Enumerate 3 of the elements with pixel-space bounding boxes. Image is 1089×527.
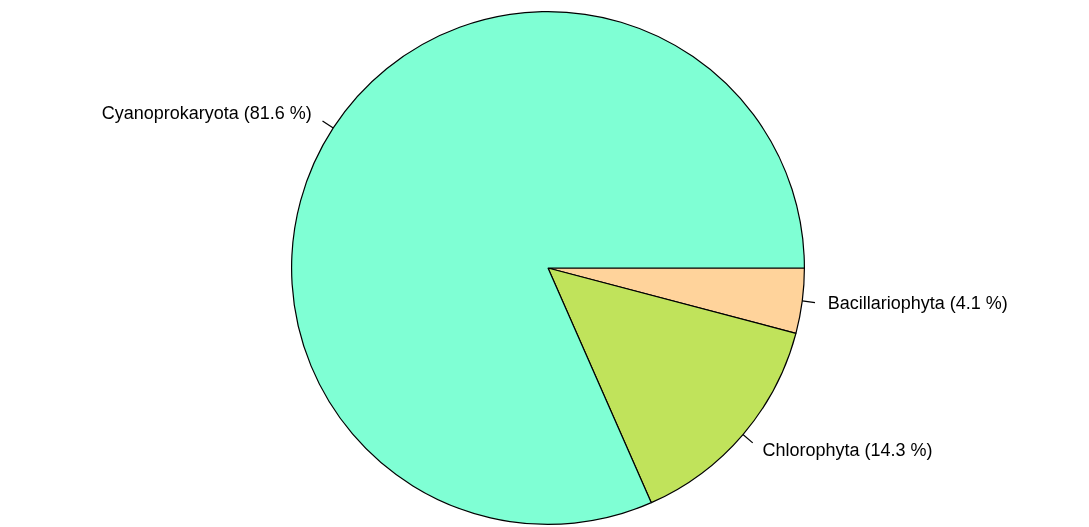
slice-label: Chlorophyta (14.3 %) [762,440,933,461]
slice-label: Bacillariophyta (4.1 %) [827,293,1008,314]
slice-label: Cyanoprokaryota (81.6 %) [101,102,312,123]
